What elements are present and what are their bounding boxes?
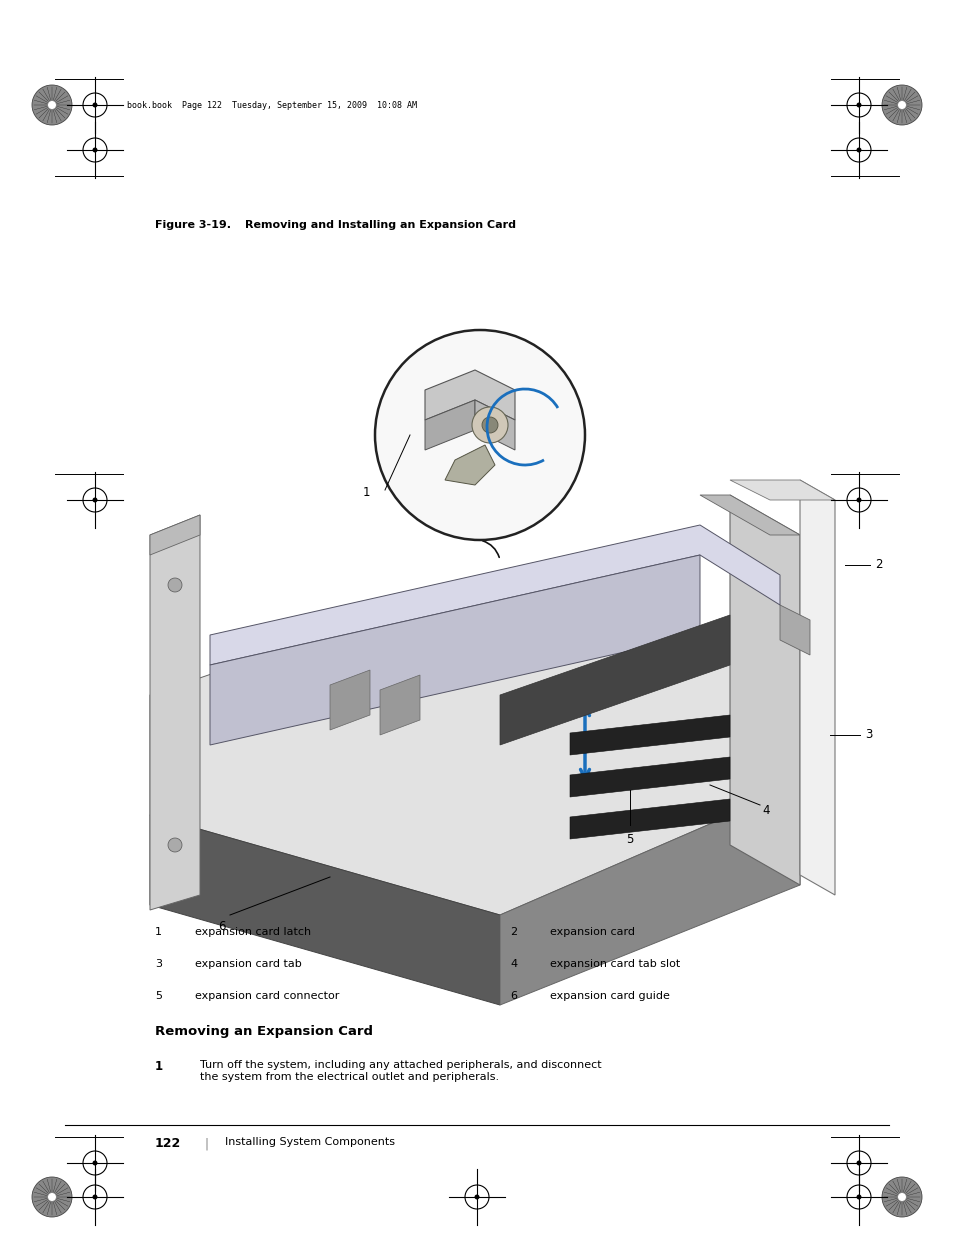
Polygon shape [700,495,800,535]
Text: 5: 5 [626,832,633,846]
Circle shape [48,1193,56,1200]
Polygon shape [150,515,200,555]
Polygon shape [444,445,495,485]
Text: |: | [205,1137,209,1150]
Circle shape [32,1177,71,1216]
Polygon shape [424,370,515,420]
Polygon shape [150,564,800,915]
Text: expansion card guide: expansion card guide [550,990,669,1002]
Text: 2: 2 [510,927,517,937]
Polygon shape [150,815,499,1005]
Text: 4: 4 [761,804,769,816]
Polygon shape [499,615,729,745]
Polygon shape [210,555,700,745]
Text: 3: 3 [154,960,162,969]
Text: Turn off the system, including any attached peripherals, and disconnect
the syst: Turn off the system, including any attac… [200,1060,601,1082]
Circle shape [92,1161,97,1166]
Polygon shape [729,495,800,885]
Circle shape [481,417,497,433]
Text: 6: 6 [218,920,226,932]
Polygon shape [780,605,809,655]
Text: Removing an Expansion Card: Removing an Expansion Card [154,1025,373,1037]
Text: Figure 3-19.: Figure 3-19. [154,220,231,230]
Circle shape [856,498,861,503]
Circle shape [92,498,97,503]
Polygon shape [569,715,729,755]
Text: 1: 1 [154,927,162,937]
Circle shape [168,578,182,592]
Text: Removing and Installing an Expansion Card: Removing and Installing an Expansion Car… [245,220,516,230]
Text: 3: 3 [864,729,871,741]
Circle shape [32,85,71,125]
Polygon shape [499,785,800,1005]
Polygon shape [424,400,475,450]
Circle shape [856,1161,861,1166]
Text: 5: 5 [154,990,162,1002]
Text: expansion card latch: expansion card latch [194,927,311,937]
Circle shape [856,147,861,152]
Polygon shape [330,671,370,730]
Circle shape [92,103,97,107]
Circle shape [168,839,182,852]
Circle shape [375,330,584,540]
Circle shape [856,103,861,107]
Circle shape [856,1194,861,1199]
Text: expansion card: expansion card [550,927,635,937]
Polygon shape [210,525,780,664]
Polygon shape [569,799,729,839]
Circle shape [92,147,97,152]
Text: 1: 1 [154,1060,163,1073]
Text: 4: 4 [510,960,517,969]
Polygon shape [569,757,729,797]
Circle shape [882,1177,921,1216]
Polygon shape [729,480,834,500]
Text: expansion card tab: expansion card tab [194,960,301,969]
Text: Installing System Components: Installing System Components [225,1137,395,1147]
Circle shape [897,1193,905,1200]
Text: 2: 2 [874,558,882,572]
Text: expansion card connector: expansion card connector [194,990,339,1002]
Text: 122: 122 [154,1137,181,1150]
Text: 6: 6 [510,990,517,1002]
Polygon shape [475,400,515,450]
Polygon shape [150,515,200,910]
Polygon shape [800,480,834,895]
Circle shape [92,1194,97,1199]
Circle shape [48,101,56,109]
Polygon shape [379,676,419,735]
Circle shape [882,85,921,125]
Text: 1: 1 [362,487,370,499]
Text: book.book  Page 122  Tuesday, September 15, 2009  10:08 AM: book.book Page 122 Tuesday, September 15… [127,100,416,110]
Circle shape [897,101,905,109]
Circle shape [472,408,507,443]
Text: expansion card tab slot: expansion card tab slot [550,960,679,969]
Circle shape [474,1194,479,1199]
